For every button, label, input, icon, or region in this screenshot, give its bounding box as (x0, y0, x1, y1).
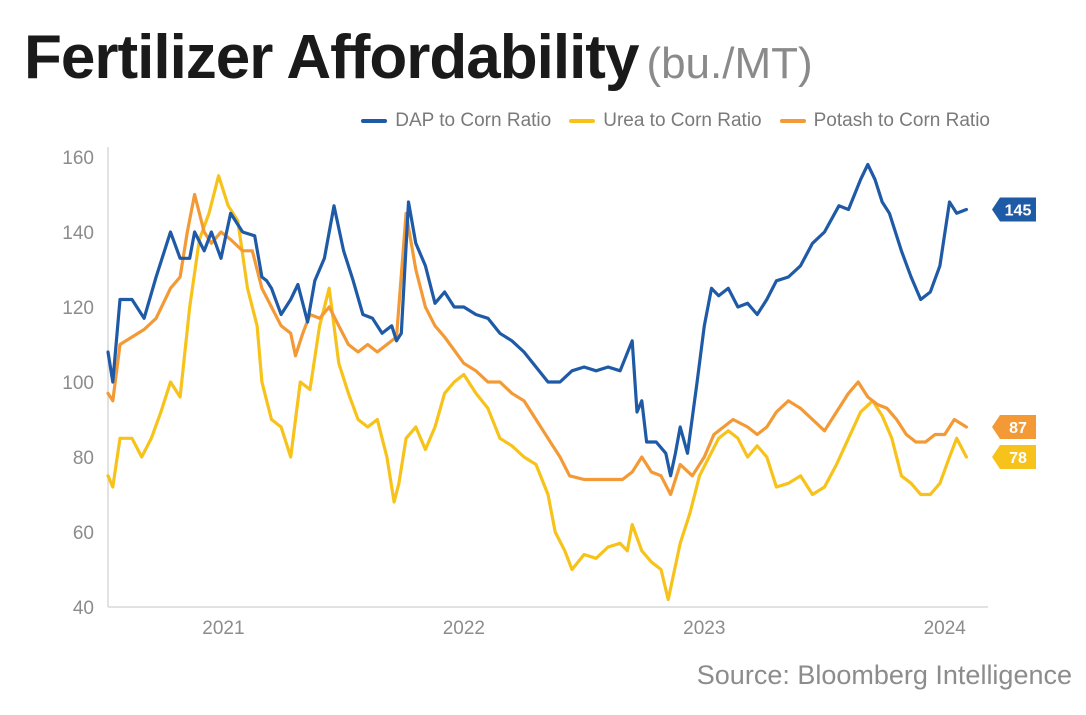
y-tick-label: 40 (73, 598, 94, 619)
y-tick-label: 80 (73, 448, 94, 469)
end-label-potash: 87 (1009, 420, 1027, 437)
legend-swatch-dap (361, 119, 388, 123)
legend-swatch-potash (779, 119, 806, 123)
end-label-tag-potash (992, 415, 1036, 439)
x-tick-label: 2023 (683, 618, 725, 639)
y-tick-label: 160 (62, 148, 94, 169)
legend-label-urea: Urea to Corn Ratio (603, 110, 762, 131)
chart-title-row: Fertilizer Affordability (bu./MT) (24, 22, 813, 93)
chart-legend: DAP to Corn Ratio Urea to Corn Ratio Pot… (361, 110, 990, 132)
x-tick-label: 2022 (443, 618, 485, 639)
y-tick-label: 60 (73, 523, 94, 544)
x-tick-label: 2021 (202, 618, 244, 639)
x-tick-label: 2024 (924, 618, 967, 639)
legend-label-potash: Potash to Corn Ratio (813, 110, 990, 131)
legend-label-dap: DAP to Corn Ratio (395, 110, 552, 131)
legend-item-urea: Urea to Corn Ratio (569, 110, 762, 132)
end-label-dap: 145 (1005, 203, 1032, 220)
chart-title: Fertilizer Affordability (24, 23, 639, 92)
legend-swatch-urea (569, 119, 596, 123)
end-label-tag-urea (992, 445, 1036, 469)
series-line-dap (106, 162, 968, 478)
y-tick-label: 120 (62, 298, 94, 319)
y-tick-label: 100 (62, 373, 94, 394)
legend-item-dap: DAP to Corn Ratio (361, 110, 551, 132)
end-label-urea: 78 (1009, 450, 1027, 467)
y-tick-label: 140 (62, 223, 94, 244)
chart-unit: (bu./MT) (646, 39, 813, 88)
source-note: Source: Bloomberg Intelligence (696, 660, 1072, 690)
legend-item-potash: Potash to Corn Ratio (779, 110, 990, 132)
series-line-potash (106, 192, 968, 497)
series-line-urea (106, 174, 968, 602)
end-label-tag-dap (992, 197, 1036, 222)
